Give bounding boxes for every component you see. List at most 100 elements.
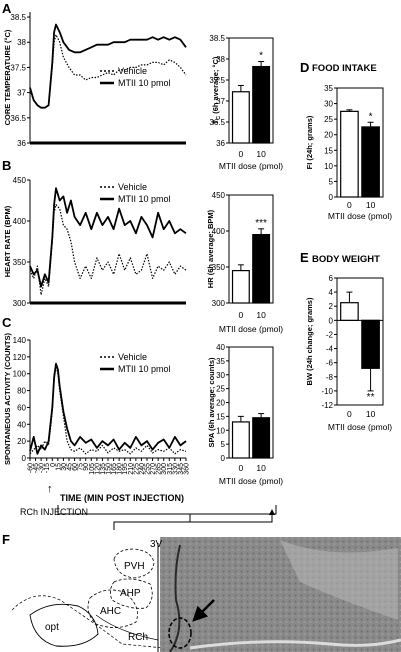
x-tick-label: 300 bbox=[161, 463, 168, 475]
bar-mtii bbox=[252, 417, 271, 459]
y-tick-label: -2 bbox=[326, 330, 334, 339]
series-line-mtii bbox=[29, 362, 187, 455]
panel-letter-e: E bbox=[300, 250, 309, 265]
category-label: 0 bbox=[347, 200, 352, 210]
x-tick-label: -45 bbox=[33, 463, 40, 473]
rch-boundary bbox=[95, 614, 159, 641]
y-axis-label: TC (6h average; °C) bbox=[211, 56, 222, 124]
x-tick-label: 150 bbox=[106, 463, 113, 475]
label-pvh: PVH bbox=[124, 561, 145, 572]
bar-vehicle bbox=[340, 110, 359, 198]
y-tick-label: 38.5 bbox=[10, 13, 26, 22]
injection-bracket bbox=[57, 505, 277, 530]
chart-c-bar: 0 5 10 15 20 25 30 35 40 0 10 MTII dose (pmol) SPA (… bbox=[207, 343, 283, 486]
bar-mtii bbox=[252, 234, 271, 304]
y-tick-label: 40 bbox=[17, 420, 26, 429]
atlas-background bbox=[10, 537, 168, 649]
significance-marker: ** bbox=[367, 392, 375, 403]
label-ahp: AHP bbox=[120, 588, 141, 599]
chart-c-line: 020406080100120140-60-45-30-150153045607… bbox=[3, 333, 191, 475]
y-tick-label: 0 bbox=[22, 454, 27, 463]
x-tick-label: -30 bbox=[39, 463, 46, 473]
y-axis-label: HEART RATE (BPM) bbox=[3, 205, 12, 277]
y-tick-label: 80 bbox=[17, 387, 26, 396]
y-axis-label: SPA (6h average; counts) bbox=[207, 357, 216, 448]
y-tick-label: 37 bbox=[216, 97, 225, 106]
y-tick-label: 20 bbox=[17, 437, 26, 446]
y-tick-label: 140 bbox=[13, 336, 27, 345]
x-tick-label: 120 bbox=[94, 463, 101, 475]
x-tick-label: 360 bbox=[184, 463, 191, 475]
y-tick-label: 100 bbox=[13, 370, 27, 379]
x-tick-label: 60 bbox=[72, 463, 79, 471]
x-tick-label: 75 bbox=[78, 463, 85, 471]
brain-edge bbox=[11, 595, 165, 649]
y-tick-label: 0 bbox=[329, 316, 334, 325]
category-label: 0 bbox=[347, 409, 352, 419]
panel-letter-f: F bbox=[2, 532, 10, 547]
x-tick-label: 15 bbox=[55, 463, 62, 471]
bar-vehicle bbox=[340, 302, 359, 321]
y-tick-label: 10 bbox=[324, 162, 333, 171]
x-tick-label: 240 bbox=[139, 463, 146, 475]
x-tick-label: 0 bbox=[50, 463, 57, 467]
y-tick-label: 400 bbox=[13, 217, 27, 226]
chart-a-bar: 36 36.5 37 37.5 38 38.5 0 * 10 MTII dose (pmol) TC… bbox=[209, 34, 283, 171]
bar-mtii bbox=[361, 126, 380, 198]
opt-outline bbox=[29, 603, 99, 647]
ahp-outline bbox=[110, 578, 153, 609]
category-label: 10 bbox=[256, 310, 266, 320]
legend-vehicle-label: Vehicle bbox=[118, 182, 147, 192]
x-axis-label: MTII dose (pmol) bbox=[219, 476, 283, 486]
y-axis-label: CORE TEMPERATURE (°C) bbox=[3, 29, 12, 125]
legend-mtii-label: MTII 10 pmol bbox=[118, 364, 171, 374]
category-label: 0 bbox=[239, 310, 244, 320]
panel-letter-d: D bbox=[300, 60, 309, 75]
significance-marker: * bbox=[259, 51, 263, 62]
y-tick-label: 38 bbox=[17, 38, 26, 47]
panel-letter-a: A bbox=[2, 1, 12, 16]
y-tick-label: -10 bbox=[321, 387, 333, 396]
y-tick-label: 450 bbox=[13, 176, 27, 185]
injection-site-outline bbox=[168, 617, 192, 649]
category-label: 0 bbox=[239, 463, 244, 473]
legend-b: Vehicle MTII 10 pmol bbox=[100, 182, 171, 204]
x-axis-label: MTII dose (pmol) bbox=[219, 161, 283, 171]
y-tick-label: 37 bbox=[17, 89, 26, 98]
y-tick-label: 350 bbox=[212, 263, 226, 272]
chart-a-line: 36 36.5 37 37.5 38 38.5 CORE TEMPERATURE (°C) bbox=[3, 12, 187, 148]
x-tick-label: 165 bbox=[111, 463, 118, 475]
x-tick-label: 195 bbox=[122, 463, 129, 475]
x-tick-label: 315 bbox=[167, 463, 174, 475]
y-tick-label: 37.5 bbox=[209, 76, 225, 85]
y-tick-label: -8 bbox=[326, 373, 334, 382]
y-tick-label: 25 bbox=[216, 385, 225, 394]
x-tick-label: 330 bbox=[172, 463, 179, 475]
y-tick-label: 36 bbox=[17, 139, 26, 148]
histology-photo bbox=[160, 537, 401, 652]
y-tick-label: 36.5 bbox=[10, 114, 26, 123]
y-tick-label: 15 bbox=[216, 412, 225, 421]
x-tick-label: 255 bbox=[145, 463, 152, 475]
label-rch: RCh bbox=[128, 632, 148, 643]
y-tick-label: 36 bbox=[216, 139, 225, 148]
bar-vehicle bbox=[231, 91, 250, 144]
x-axis-label: MTII dose (pmol) bbox=[328, 422, 392, 432]
y-tick-label: -6 bbox=[326, 359, 334, 368]
x-axis-label: MTII dose (pmol) bbox=[219, 324, 283, 334]
panel-letter-b: B bbox=[2, 158, 11, 173]
chart-b-line: 300 350 400 450 HEART RATE (BPM) bbox=[3, 176, 187, 308]
x-tick-label: 285 bbox=[156, 463, 163, 475]
y-tick-label: 450 bbox=[212, 191, 226, 200]
chart-title: BODY WEIGHT bbox=[312, 254, 380, 265]
y-tick-label: 38 bbox=[216, 55, 225, 64]
x-tick-label: 90 bbox=[83, 463, 90, 471]
y-tick-label: 10 bbox=[216, 426, 225, 435]
y-tick-label: 300 bbox=[13, 299, 27, 308]
chart-title: FOOD INTAKE bbox=[312, 63, 377, 74]
time-axis-label: TIME (MIN POST INJECTION) bbox=[60, 493, 184, 503]
y-tick-label: 20 bbox=[324, 131, 333, 140]
label-3v: 3V bbox=[150, 539, 163, 550]
